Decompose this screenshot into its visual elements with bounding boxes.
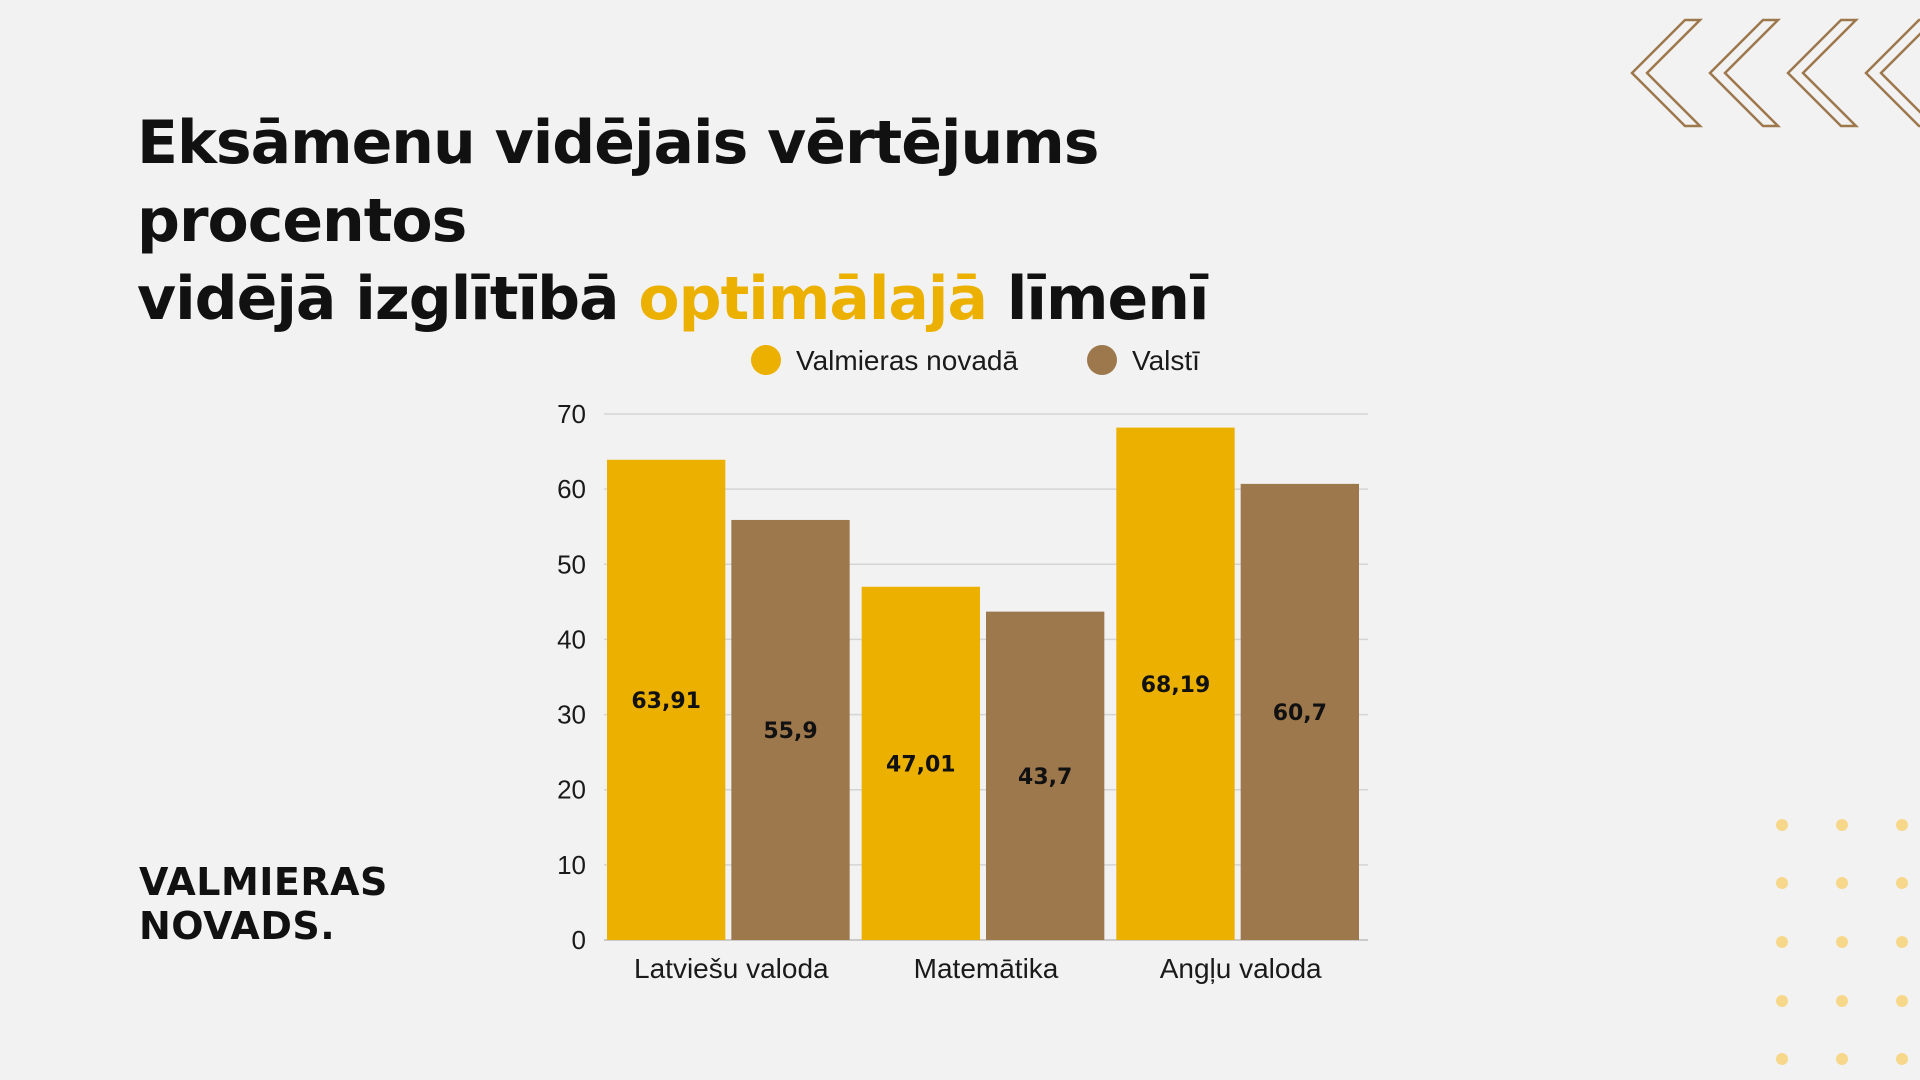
x-category-label-1: Latviešu valoda (634, 953, 829, 984)
chevron-4-icon (1864, 18, 1920, 128)
value-label-2-2: 43,7 (1018, 765, 1072, 790)
y-tick-label-40: 40 (557, 624, 586, 654)
y-tick-label-30: 30 (557, 700, 586, 730)
chevron-2-icon (1708, 18, 1782, 128)
value-label-3-1: 68,19 (1141, 673, 1211, 698)
value-label-1-2: 55,9 (763, 719, 817, 744)
brand-logo: VALMIERAS NOVADS. (139, 860, 388, 948)
chevron-decoration-icon (1630, 18, 1920, 128)
value-label-2-1: 47,01 (886, 752, 956, 777)
chart-y-axis: 0 10 20 30 40 50 60 70 (557, 399, 586, 955)
title-accent-word: optimālajā (638, 264, 988, 334)
x-category-label-3: Angļu valoda (1160, 953, 1322, 984)
y-tick-label-10: 10 (557, 850, 586, 880)
y-tick-label-0: 0 (572, 925, 586, 955)
value-label-1-1: 63,91 (631, 689, 701, 714)
chart-bars (607, 427, 1359, 941)
logo-line-2: NOVADS. (139, 904, 336, 948)
x-category-label-2: Matemātika (914, 953, 1059, 984)
y-tick-label-50: 50 (557, 549, 586, 579)
title-line-1: Eksāmenu vidējais vērtējums procentos (137, 108, 1099, 256)
bar-3-2 (1240, 483, 1359, 940)
legend-label-2: Valstī (1132, 345, 1200, 376)
bar-1-2 (731, 519, 850, 940)
chart-value-labels: 63,91 55,9 47,01 43,7 68,19 60,7 (631, 673, 1327, 790)
title-line-2-end: līmenī (986, 264, 1210, 334)
y-tick-label-70: 70 (557, 399, 586, 429)
bar-3-1 (1116, 427, 1235, 941)
chart-legend: Valmieras novadā Valstī (751, 345, 1200, 376)
legend-marker-1-icon (751, 345, 781, 375)
bar-2-2 (986, 611, 1105, 940)
page-title: Eksāmenu vidējais vērtējums procentos vi… (137, 104, 1437, 338)
bar-2-1 (861, 586, 980, 940)
y-tick-label-60: 60 (557, 474, 586, 504)
y-tick-label-20: 20 (557, 775, 586, 805)
chevron-1-icon (1630, 18, 1704, 128)
legend-marker-2-icon (1087, 345, 1117, 375)
logo-line-1: VALMIERAS (139, 860, 388, 904)
value-label-3-2: 60,7 (1273, 701, 1327, 726)
bar-1-1 (607, 459, 726, 940)
chart-x-axis: Latviešu valoda Matemātika Angļu valoda (634, 953, 1322, 984)
chevron-3-icon (1786, 18, 1860, 128)
dot-grid-decoration-icon (1776, 819, 1908, 1065)
title-line-2-start: vidējā izglītībā (137, 264, 639, 334)
legend-label-1: Valmieras novadā (796, 345, 1018, 376)
